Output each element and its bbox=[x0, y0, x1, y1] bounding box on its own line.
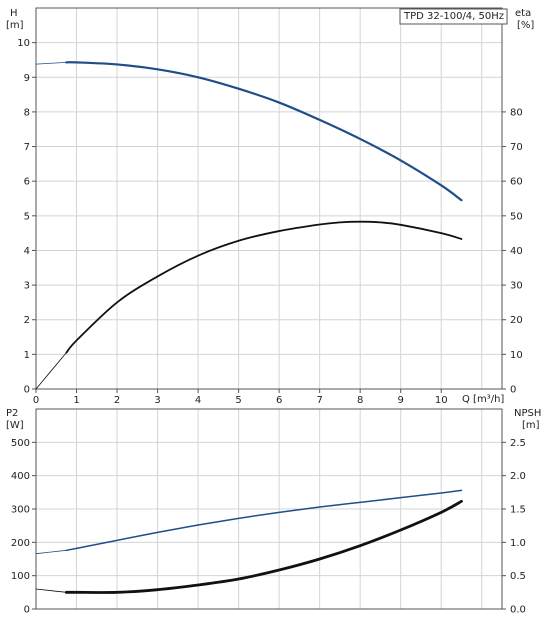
left-axis-tick-label: 10 bbox=[17, 38, 30, 49]
left-axis-tick-label: 200 bbox=[11, 538, 30, 549]
series-eta-line bbox=[65, 220, 463, 354]
right-axis-tick-label: 0.0 bbox=[510, 605, 526, 616]
right-axis-tick-label: 2.0 bbox=[510, 471, 526, 482]
left-axis-tick-label: 500 bbox=[11, 438, 30, 449]
power-axis-label: P2 bbox=[6, 408, 18, 419]
right-axis-tick-label: 30 bbox=[510, 281, 523, 292]
right-axis-tick-label: 70 bbox=[510, 142, 523, 153]
right-axis-tick-label: 1.0 bbox=[510, 538, 526, 549]
left-axis-tick-label: 6 bbox=[24, 177, 30, 188]
left-axis-tick-label: 4 bbox=[24, 246, 30, 257]
x-axis-tick-label: 4 bbox=[195, 395, 201, 406]
left-axis-tick-label: 300 bbox=[11, 505, 30, 516]
npsh-axis-unit: [m] bbox=[522, 420, 540, 431]
power-axis-unit: [W] bbox=[6, 420, 24, 431]
series-p2-line bbox=[64, 499, 463, 594]
x-axis-tick-label: 2 bbox=[114, 395, 120, 406]
head-axis-unit: [m] bbox=[6, 20, 24, 31]
left-axis-tick-label: 0 bbox=[24, 385, 30, 396]
left-axis-tick-label: 0 bbox=[24, 605, 30, 616]
x-axis-tick-label: 6 bbox=[276, 395, 282, 406]
right-axis-tick-label: 20 bbox=[510, 315, 523, 326]
x-axis-tick-label: 5 bbox=[235, 395, 241, 406]
left-axis-tick-label: 100 bbox=[11, 571, 30, 582]
left-axis-tick-label: 5 bbox=[24, 211, 30, 222]
series-npsh-line bbox=[65, 489, 463, 552]
x-axis-tick-label: 7 bbox=[316, 395, 322, 406]
head-efficiency-panel: 0 1 2 3 4 5 6 7 8 9 10 0 10 20 30 40 50 60 70 80 0 1 2 3 4 5 6 7 8 9 1… bbox=[17, 7, 523, 406]
series-eta-extension-line bbox=[35, 352, 67, 390]
plot-frame bbox=[35, 7, 503, 390]
head-axis-label: H bbox=[10, 8, 18, 19]
series-npsh-extension-line bbox=[35, 549, 67, 555]
efficiency-axis-label: eta bbox=[515, 8, 531, 19]
left-axis-tick-label: 8 bbox=[24, 107, 30, 118]
x-axis-tick-label: 3 bbox=[154, 395, 160, 406]
x-axis-tick-label: 9 bbox=[398, 395, 404, 406]
right-axis-tick-label: 50 bbox=[510, 211, 523, 222]
flow-axis-label: Q [m³/h] bbox=[462, 394, 504, 405]
left-axis-tick-label: 1 bbox=[24, 350, 30, 361]
right-axis-tick-label: 60 bbox=[510, 177, 523, 188]
left-axis-tick-label: 7 bbox=[24, 142, 30, 153]
left-axis-tick-label: 2 bbox=[24, 315, 30, 326]
left-axis-tick-label: 3 bbox=[24, 281, 30, 292]
series-h-line bbox=[65, 61, 463, 202]
right-axis-tick-label: 1.5 bbox=[510, 505, 526, 516]
x-axis-tick-label: 10 bbox=[435, 395, 448, 406]
chart-title: TPD 32-100/4, 50Hz bbox=[403, 11, 504, 22]
right-axis-tick-label: 10 bbox=[510, 350, 523, 361]
left-axis-tick-label: 9 bbox=[24, 73, 30, 84]
right-axis-tick-label: 40 bbox=[510, 246, 523, 257]
right-axis-tick-label: 0.5 bbox=[510, 571, 526, 582]
series-p2-extension-line bbox=[35, 588, 67, 593]
power-npsh-panel: 0 100 200 300 400 500 0.0 0.5 1.0 1.5 2.0 2.5 bbox=[11, 408, 526, 616]
npsh-axis-label: NPSH bbox=[514, 408, 541, 419]
chart-title-box bbox=[399, 8, 508, 25]
right-axis-tick-label: 0 bbox=[510, 385, 516, 396]
x-axis-tick-label: 8 bbox=[357, 395, 363, 406]
series-h-extension-line bbox=[35, 61, 67, 65]
right-axis-tick-label: 2.5 bbox=[510, 438, 526, 449]
right-axis-tick-label: 80 bbox=[510, 107, 523, 118]
left-axis-tick-label: 400 bbox=[11, 471, 30, 482]
x-axis-tick-label: 0 bbox=[33, 395, 39, 406]
efficiency-axis-unit: [%] bbox=[517, 20, 534, 31]
x-axis-tick-label: 1 bbox=[73, 395, 79, 406]
